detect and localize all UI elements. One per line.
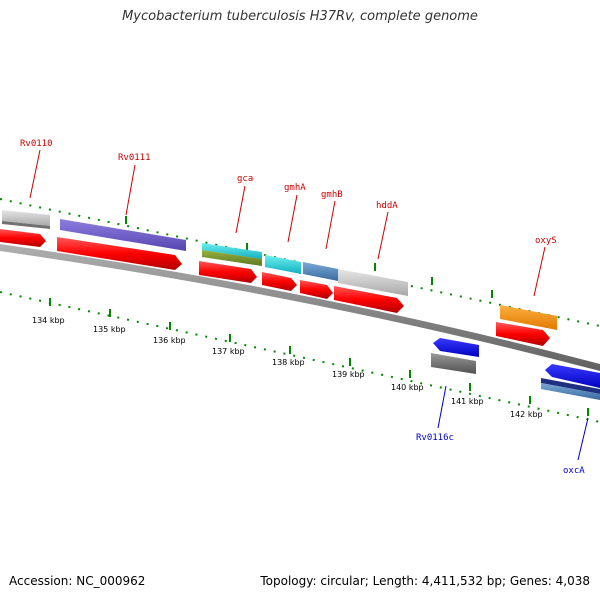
label-leaders xyxy=(29,149,589,461)
upper-tick-track xyxy=(0,198,600,327)
kbp-label: 134 kbp xyxy=(32,316,65,325)
reverse-features xyxy=(431,338,600,400)
feature-hdda-grey xyxy=(338,269,408,296)
gene-labels: Rv0110 Rv0111 gca gmhA gmhB hddA oxyS Rv… xyxy=(20,139,585,476)
gene-label-oxys: oxyS xyxy=(535,236,557,246)
feature-gmha-cyan xyxy=(265,255,301,274)
forward-features xyxy=(2,210,557,330)
kbp-label: 138 kbp xyxy=(272,358,305,367)
kbp-label: 142 kbp xyxy=(510,410,543,419)
feature-rv0116c-grey xyxy=(431,353,476,374)
gene-label-gmha: gmhA xyxy=(284,183,306,193)
lower-tick-track xyxy=(0,291,600,423)
feature-oxca-navy xyxy=(541,378,600,394)
genome-stats-text: Topology: circular; Length: 4,411,532 bp… xyxy=(260,574,590,588)
gene-label-oxca: oxcA xyxy=(563,466,585,476)
feature-rv0111-purple xyxy=(60,219,186,251)
cds-arrows xyxy=(0,229,550,346)
feature-oxys-orange xyxy=(500,305,557,330)
gene-label-rv0111: Rv0111 xyxy=(118,153,151,163)
feature-gca-olive xyxy=(202,250,262,266)
kbp-label: 136 kbp xyxy=(153,336,186,345)
kbp-label: 139 kbp xyxy=(332,370,365,379)
cds-arrow xyxy=(199,261,257,283)
kbp-label: 140 kbp xyxy=(391,383,424,392)
kbp-labels: 134 kbp 135 kbp 136 kbp 137 kbp 138 kbp … xyxy=(32,316,543,419)
feature-rv0116c-blue xyxy=(433,338,479,357)
cds-arrow xyxy=(262,272,297,291)
feature-rv0110-dark xyxy=(2,221,50,229)
cds-arrow xyxy=(300,280,333,299)
kbp-label: 141 kbp xyxy=(451,397,484,406)
feature-rv0110-grey xyxy=(2,210,50,226)
feature-oxca-steel xyxy=(541,383,600,400)
cds-arrow xyxy=(0,229,46,247)
feature-gmhb-steel xyxy=(303,262,338,281)
kbp-label: 137 kbp xyxy=(212,347,245,356)
accession-text: Accession: NC_000962 xyxy=(9,574,146,588)
cds-arrow xyxy=(496,322,550,346)
map-title: Mycobacterium tuberculosis H37Rv, comple… xyxy=(122,9,478,24)
feature-oxca-blue xyxy=(545,364,600,388)
gene-label-rv0116c: Rv0116c xyxy=(416,433,454,443)
kbp-label: 135 kbp xyxy=(93,325,126,334)
gene-label-gca: gca xyxy=(237,174,253,184)
cds-arrow xyxy=(334,286,404,313)
gene-label-gmhb: gmhB xyxy=(321,190,343,200)
cds-arrow xyxy=(57,237,182,270)
gene-label-rv0110: Rv0110 xyxy=(20,139,53,149)
feature-gca-cyan xyxy=(202,243,262,259)
gene-label-hdda: hddA xyxy=(376,201,398,211)
genome-backbone xyxy=(0,244,600,371)
